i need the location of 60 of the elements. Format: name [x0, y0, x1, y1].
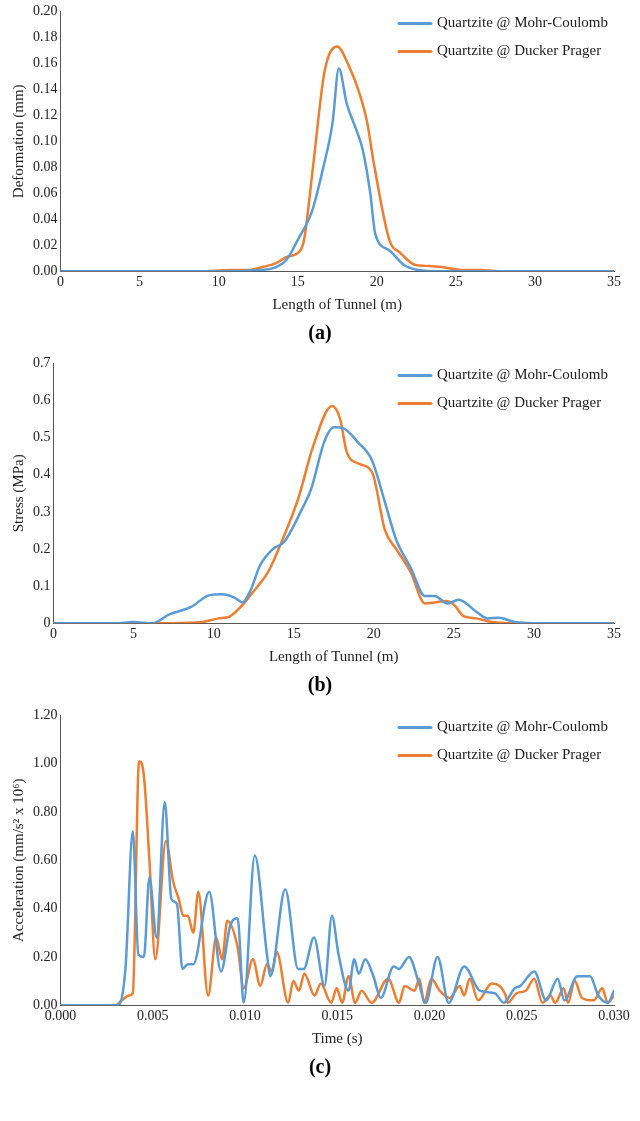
x-tick-label: 35 [607, 626, 621, 642]
x-tick-label: 30 [526, 626, 541, 642]
y-tick-label: 0.20 [33, 948, 58, 964]
y-tick-label: 0.3 [33, 503, 51, 519]
y-tick-label: 1.00 [33, 755, 58, 771]
y-tick-label: 0.20 [33, 3, 58, 19]
y-tick-label: 0.16 [33, 55, 58, 71]
y-tick-label: 0.08 [33, 158, 58, 174]
y-tick-label: 0.06 [33, 184, 58, 200]
legend-label: Quartzite @ Ducker Prager [437, 394, 602, 411]
legend-label: Quartzite @ Ducker Prager [437, 42, 602, 59]
text: (b) [306, 672, 334, 698]
y-tick-label: 1.20 [33, 707, 58, 723]
x-tick-label: 10 [206, 626, 221, 642]
x-axis-title: Length of Tunnel (m) [272, 295, 403, 313]
y-tick-label: 0.2 [33, 540, 51, 556]
y-tick-label: 0.40 [33, 900, 58, 916]
text: (c) [307, 1054, 333, 1080]
y-tick-label: 0.4 [33, 466, 51, 482]
legend-label: Quartzite @ Ducker Prager [437, 746, 602, 763]
y-tick-label: 0 [43, 614, 51, 630]
x-tick-label: 10 [211, 274, 226, 290]
x-axis-title: Length of Tunnel (m) [268, 647, 399, 665]
y-tick-label: 0.80 [33, 803, 58, 819]
y-tick-label: 0.04 [33, 210, 58, 226]
x-tick-label: 0.010 [229, 1008, 261, 1024]
y-axis-title: Deformation (mm) [9, 84, 27, 199]
y-tick-label: 0.5 [33, 429, 51, 445]
x-tick-label: 0.020 [413, 1008, 446, 1024]
x-tick-label: 20 [366, 626, 381, 642]
x-tick-label: 25 [448, 274, 463, 290]
y-tick-label: 0.12 [33, 106, 58, 122]
legend-label: Quartzite @ Mohr-Coulomb [437, 718, 608, 735]
x-axis-title: Time (s) [311, 1029, 363, 1047]
y-axis-title: Acceleration (mm/s² x 10⁶) [9, 778, 27, 943]
x-tick-label: 35 [607, 274, 621, 290]
x-tick-label: 0.015 [321, 1008, 353, 1024]
x-tick-label: 20 [369, 274, 384, 290]
x-tick-label: 25 [446, 626, 461, 642]
y-axis-title: Stress (MPa) [9, 454, 27, 533]
y-tick-label: 0.10 [33, 132, 58, 148]
x-tick-label: 30 [527, 274, 542, 290]
y-tick-label: 0.14 [33, 81, 58, 97]
x-tick-label: 15 [286, 626, 301, 642]
x-tick-label: 0.030 [598, 1008, 630, 1024]
y-tick-label: 0.60 [33, 851, 58, 867]
y-tick-label: 0.6 [33, 392, 51, 408]
legend-label: Quartzite @ Mohr-Coulomb [437, 14, 608, 31]
y-tick-label: 0.7 [33, 355, 51, 371]
y-tick-label: 0.00 [33, 262, 58, 278]
x-tick-label: 0.005 [137, 1008, 169, 1024]
x-tick-label: 5 [136, 274, 144, 290]
x-tick-label: 5 [130, 626, 138, 642]
y-tick-label: 0.02 [33, 236, 58, 252]
y-tick-label: 0.1 [33, 577, 51, 593]
x-tick-label: 15 [290, 274, 305, 290]
text: (a) [307, 320, 333, 345]
y-tick-label: 0.18 [33, 29, 58, 45]
legend-label: Quartzite @ Mohr-Coulomb [437, 366, 608, 383]
x-tick-label: 0.025 [506, 1008, 538, 1024]
